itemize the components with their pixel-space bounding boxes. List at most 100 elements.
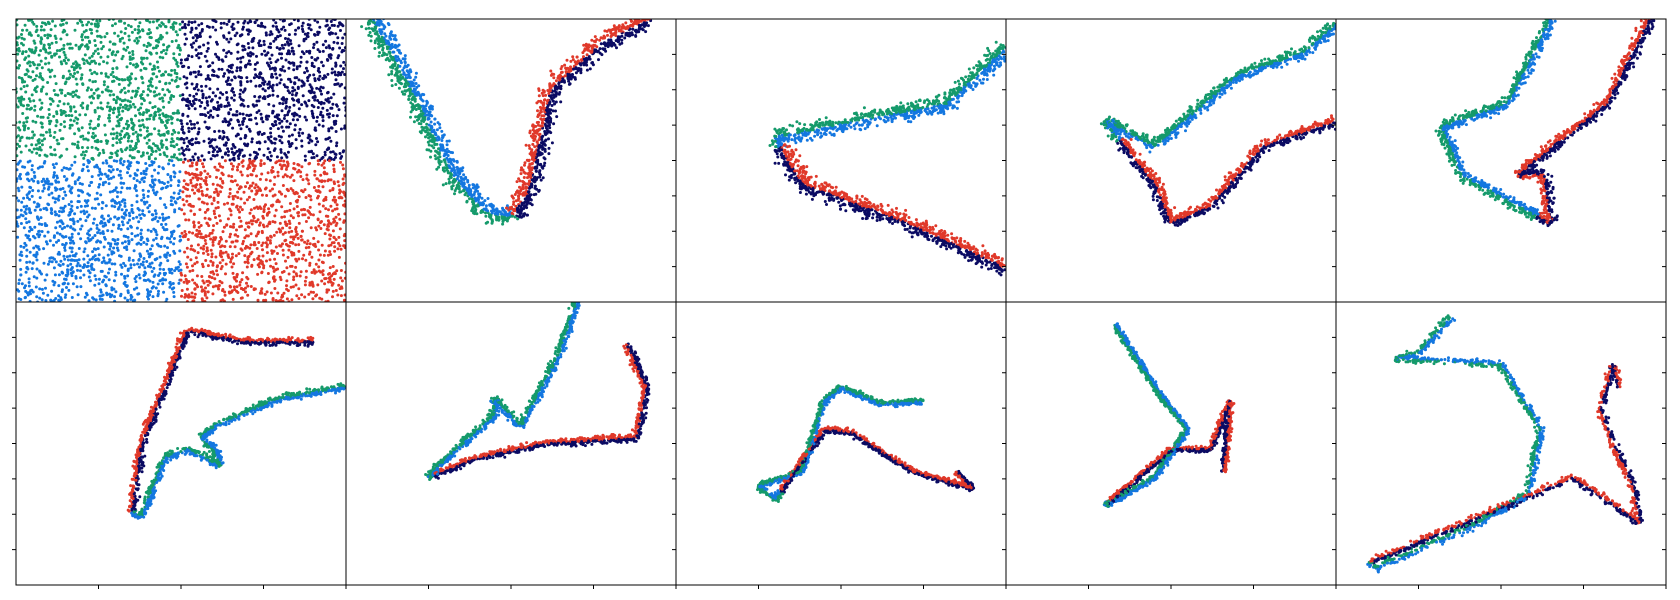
data-point — [324, 46, 328, 50]
data-point — [150, 213, 154, 217]
data-point — [223, 159, 227, 163]
data-point — [211, 228, 215, 232]
data-point — [181, 93, 185, 97]
data-point — [97, 282, 101, 286]
data-point — [163, 25, 167, 28]
data-point — [246, 174, 250, 178]
data-point — [46, 293, 50, 297]
data-point — [280, 215, 284, 219]
data-point — [83, 53, 87, 57]
data-point — [100, 221, 104, 225]
data-point — [293, 167, 297, 171]
data-point — [298, 127, 302, 131]
data-point — [66, 258, 70, 262]
data-point — [307, 99, 311, 103]
data-point — [205, 279, 209, 283]
data-point — [332, 170, 336, 174]
data-point — [91, 157, 95, 161]
data-point — [99, 40, 103, 44]
data-point — [112, 59, 116, 63]
data-point — [90, 31, 94, 35]
data-point — [44, 299, 48, 302]
data-point — [299, 55, 303, 59]
data-point — [328, 156, 332, 160]
data-point — [139, 133, 143, 137]
data-point — [116, 190, 120, 194]
data-point — [107, 214, 110, 218]
data-point — [281, 226, 285, 230]
data-point — [61, 262, 65, 266]
data-point — [195, 54, 199, 57]
data-point — [327, 115, 331, 119]
data-point — [163, 228, 167, 232]
data-point — [166, 118, 170, 122]
data-point — [321, 119, 325, 123]
data-point — [315, 154, 319, 158]
data-point — [280, 270, 284, 274]
data-point — [121, 223, 125, 227]
data-point — [21, 214, 25, 218]
data-point — [65, 255, 69, 259]
data-point — [42, 43, 46, 47]
data-point — [331, 198, 335, 202]
data-point — [272, 19, 276, 22]
data-point — [240, 160, 244, 164]
data-point — [96, 106, 100, 110]
data-point — [198, 31, 202, 35]
data-point — [63, 295, 67, 299]
data-point — [221, 298, 225, 302]
data-point — [236, 234, 240, 238]
data-point — [312, 73, 316, 77]
data-point — [139, 172, 143, 175]
data-point — [322, 223, 326, 227]
data-point — [208, 87, 212, 91]
data-point — [73, 212, 77, 216]
data-point — [384, 34, 388, 38]
data-point — [114, 290, 118, 294]
data-point — [54, 93, 57, 97]
data-point — [194, 26, 198, 30]
data-point — [194, 256, 198, 260]
data-point — [200, 189, 204, 193]
data-point — [118, 140, 122, 144]
data-point — [87, 131, 90, 135]
data-point — [80, 146, 84, 149]
data-point — [262, 39, 266, 43]
data-point — [291, 61, 295, 65]
data-point — [294, 28, 298, 32]
data-point — [275, 46, 279, 50]
data-point — [132, 156, 136, 160]
data-point — [40, 66, 44, 70]
data-point — [267, 102, 271, 106]
data-point — [85, 43, 89, 47]
data-point — [23, 58, 27, 61]
data-point — [235, 113, 239, 117]
data-point — [118, 254, 121, 258]
data-point — [218, 96, 222, 100]
data-point — [227, 112, 231, 116]
data-point — [271, 83, 275, 87]
data-point — [312, 269, 316, 273]
data-point — [77, 176, 81, 180]
data-point — [164, 278, 168, 282]
data-point — [151, 188, 155, 192]
data-point — [249, 208, 253, 212]
data-point — [321, 155, 325, 159]
data-point — [30, 143, 34, 147]
data-point — [68, 126, 72, 130]
data-point — [186, 159, 190, 163]
data-point — [429, 120, 433, 124]
data-point — [119, 227, 123, 231]
data-point — [126, 171, 129, 175]
data-point — [115, 136, 119, 140]
data-point — [101, 280, 105, 284]
data-point — [445, 143, 449, 147]
data-point — [342, 67, 345, 71]
data-point — [208, 35, 212, 39]
data-point — [325, 288, 329, 292]
data-point — [245, 198, 249, 202]
data-point — [279, 150, 283, 154]
data-point — [203, 113, 207, 117]
data-point — [333, 271, 337, 275]
data-point — [38, 165, 42, 169]
